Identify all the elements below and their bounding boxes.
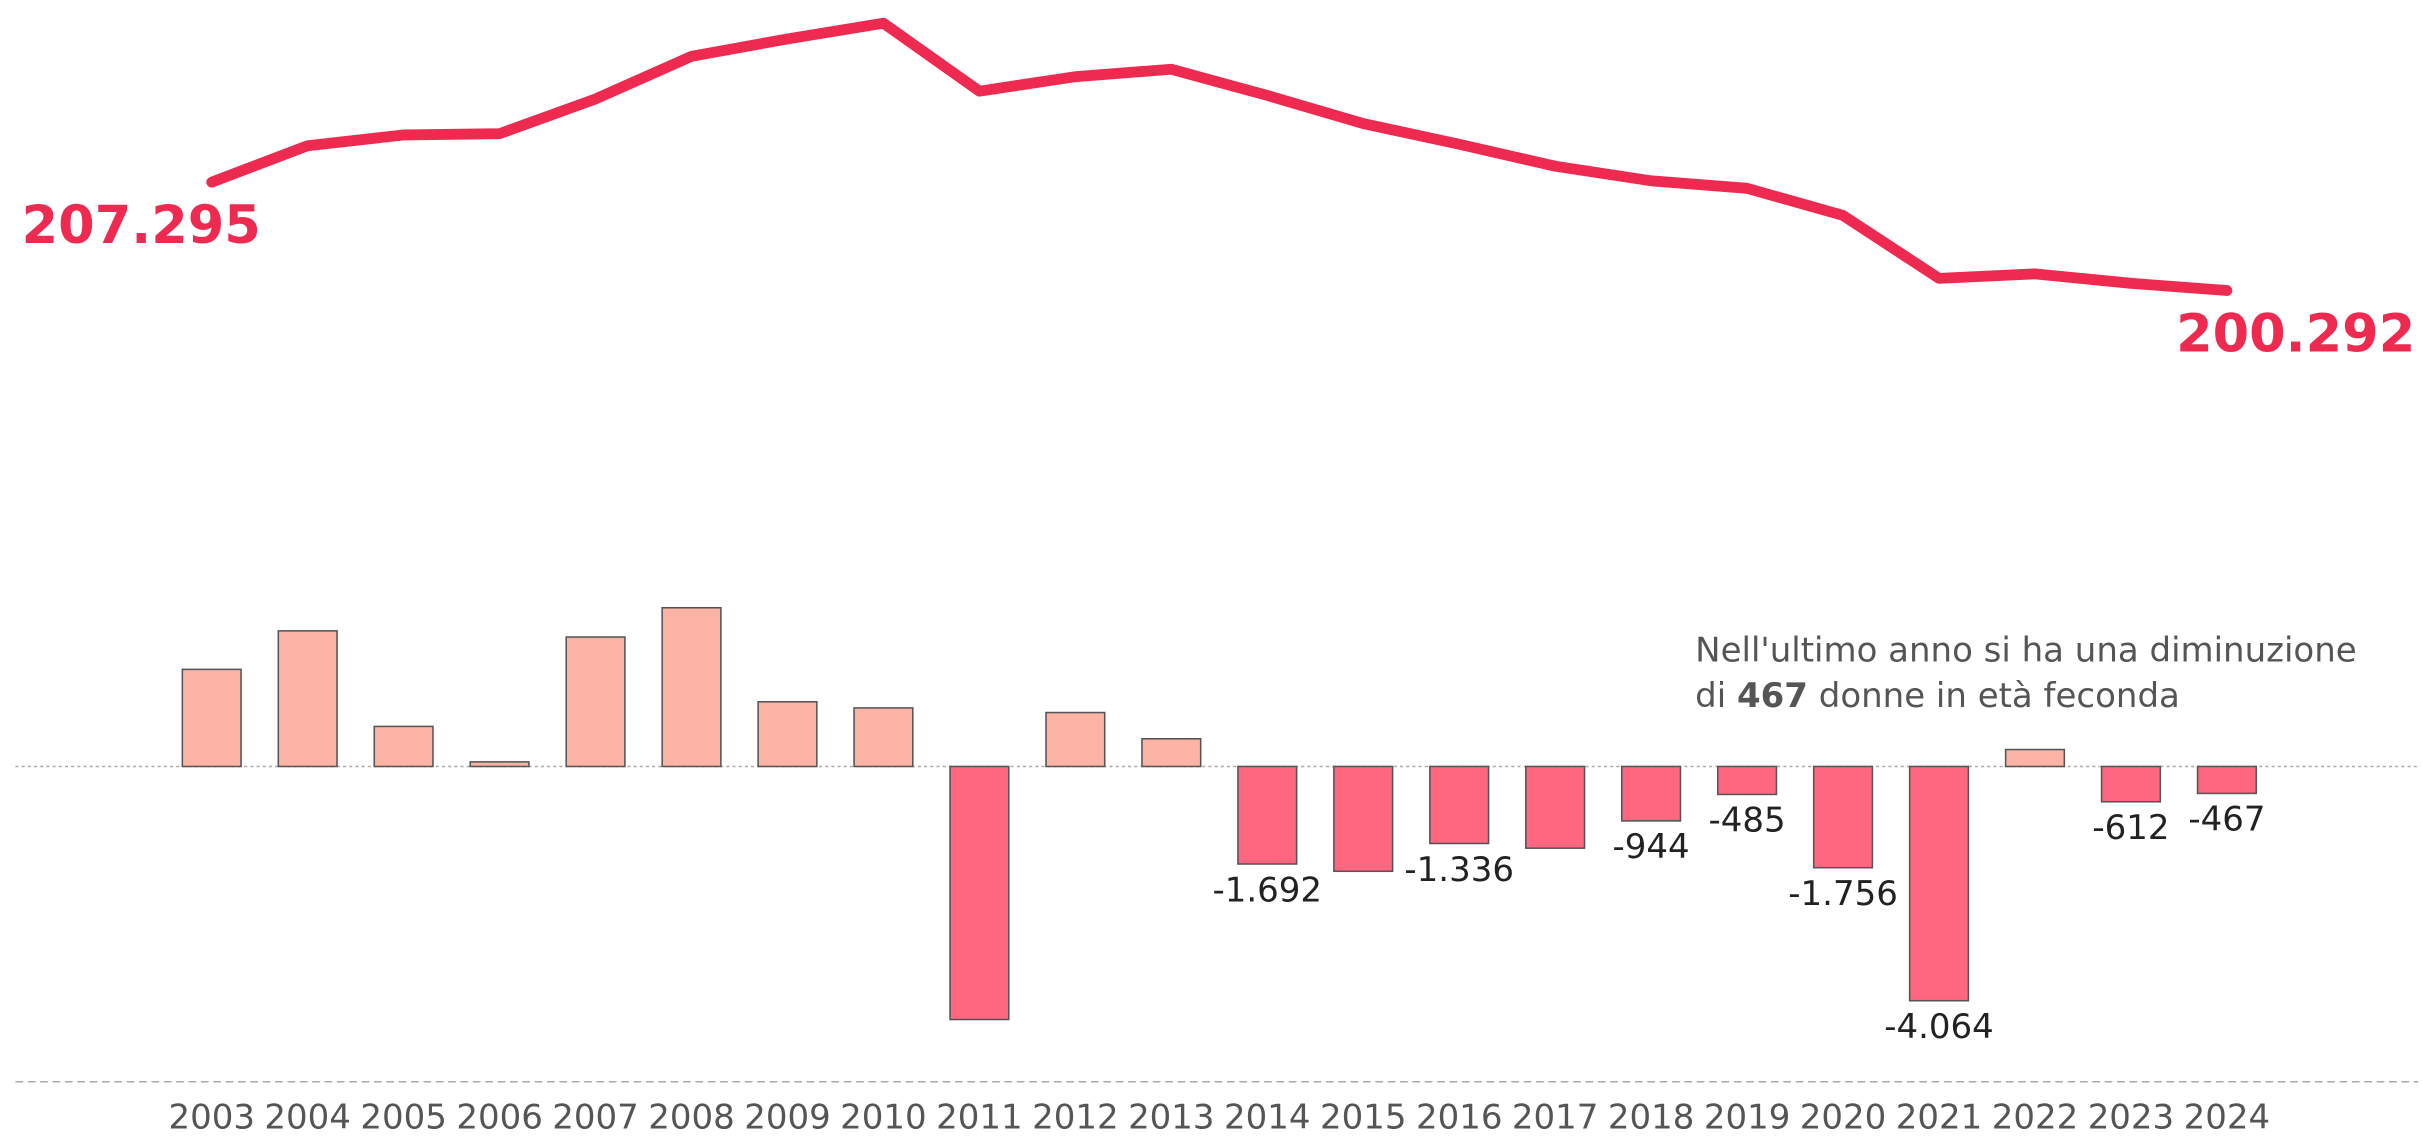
bar [181, 668, 242, 768]
bar [565, 636, 626, 768]
bar [2004, 748, 2066, 768]
bar [1429, 765, 1490, 845]
bar [1045, 711, 1106, 768]
value-label: -1.336 [1404, 850, 1514, 890]
x-tick-label: 2004 [264, 1097, 351, 1137]
bar [1141, 737, 1202, 768]
x-tick-label: 2003 [168, 1097, 255, 1137]
bar [373, 725, 434, 768]
x-tick-label: 2013 [1128, 1097, 1215, 1137]
x-tick-label: 2005 [360, 1097, 447, 1137]
x-tick-label: 2019 [1704, 1097, 1791, 1137]
x-tick-label: 2022 [1992, 1097, 2079, 1137]
x-tick-label: 2018 [1608, 1097, 1695, 1137]
end-label: 200.292 [2176, 304, 2415, 365]
value-label: -4.064 [1884, 1007, 1994, 1047]
value-label: -1.756 [1788, 874, 1898, 914]
bar [1525, 765, 1586, 849]
bar [1620, 765, 1682, 822]
x-tick-label: 2014 [1224, 1097, 1311, 1137]
x-tick-label: 2023 [2088, 1097, 2175, 1137]
bar [1333, 765, 1394, 873]
bar [757, 700, 818, 768]
annotation: Nell'ultimo anno si ha una diminuzione [1695, 631, 2356, 671]
end-label: 207.295 [22, 195, 261, 256]
x-tick-label: 2006 [456, 1097, 543, 1137]
bar [1237, 765, 1298, 865]
bar [2100, 765, 2162, 803]
x-tick-label: 2017 [1512, 1097, 1599, 1137]
x-tick-label: 2015 [1320, 1097, 1407, 1137]
bar [469, 761, 530, 768]
annotation-number: 467 [1737, 675, 1808, 715]
x-tick-label: 2012 [1032, 1097, 1119, 1137]
x-tick-label: 2024 [2184, 1097, 2271, 1137]
value-label: -467 [2188, 800, 2265, 840]
bar [853, 707, 914, 768]
x-tick-label: 2010 [840, 1097, 926, 1137]
x-tick-label: 2009 [744, 1097, 830, 1137]
bar [2196, 765, 2258, 795]
value-label: -944 [1613, 827, 1690, 867]
x-tick-label: 2021 [1896, 1097, 1983, 1137]
annotation: di 467 donne in età feconda [1695, 675, 2180, 715]
x-tick-label: 2011 [936, 1097, 1022, 1137]
value-label: -1.692 [1213, 870, 1323, 910]
value-label: -612 [2092, 808, 2169, 848]
bar [949, 765, 1010, 1021]
x-tick-label: 2020 [1800, 1097, 1887, 1137]
x-tick-label: 2016 [1416, 1097, 1503, 1137]
bar [1716, 765, 1778, 796]
line [206, 17, 2233, 296]
x-tick-label: 2008 [648, 1097, 735, 1137]
value-label: -485 [1709, 801, 1786, 841]
bar [1908, 765, 1970, 1002]
bar [661, 606, 722, 768]
x-tick-label: 2007 [552, 1097, 639, 1137]
bar [1812, 765, 1874, 869]
annotation-part: di [1695, 675, 1737, 715]
annotation-part: donne in età feconda [1808, 675, 2180, 715]
bar [277, 630, 338, 768]
